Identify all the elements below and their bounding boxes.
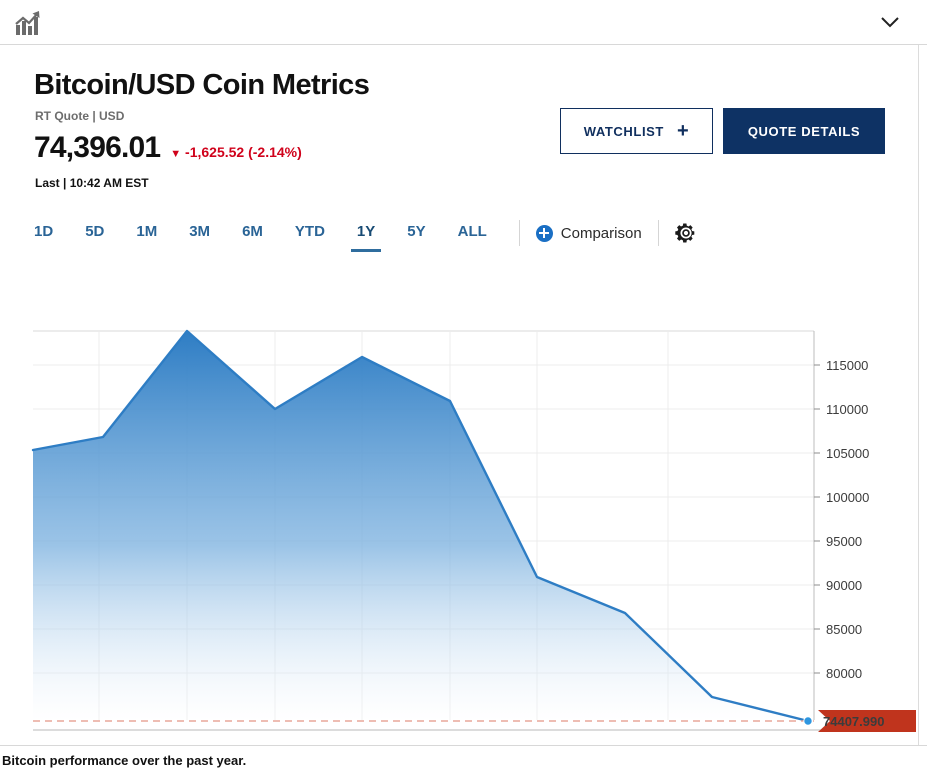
y-tick-label-85000: 85000	[826, 622, 862, 637]
watchlist-button-label: WATCHLIST	[583, 123, 664, 139]
chart-y-ticks	[814, 364, 820, 674]
chart-line	[31, 329, 810, 723]
range-tab-all[interactable]: ALL	[457, 222, 487, 240]
watchlist-button[interactable]: WATCHLIST +	[560, 108, 713, 154]
quote-details-button[interactable]: QUOTE DETAILS	[723, 108, 885, 154]
bar-chart-up-icon	[12, 7, 44, 39]
comparison-button[interactable]: Comparison	[535, 224, 642, 242]
plus-circle-icon	[535, 224, 553, 242]
range-tab-1m[interactable]: 1M	[136, 222, 158, 240]
quote-card: Bitcoin/USD Coin Metrics RT Quote | USD …	[0, 45, 919, 745]
chevron-down-icon[interactable]	[875, 11, 905, 33]
quote-details-button-label: QUOTE DETAILS	[747, 123, 861, 139]
top-bar	[0, 0, 927, 45]
down-arrow-icon: ▼	[170, 148, 182, 160]
price-chart[interactable]: 74407.990 115000 110000 105000 100000 95…	[0, 285, 919, 740]
range-tab-ytd[interactable]: YTD	[294, 222, 325, 240]
current-price-flag: 74407.990	[818, 710, 916, 732]
y-tick-label-80000: 80000	[826, 666, 862, 681]
range-tab-6m[interactable]: 6M	[242, 222, 263, 240]
chart-caption: Bitcoin performance over the past year.	[2, 753, 247, 768]
y-tick-label-95000: 95000	[826, 534, 862, 549]
comparison-label: Comparison	[560, 224, 642, 242]
chart-area-fill	[33, 331, 808, 721]
quote-subtitle: RT Quote | USD	[35, 109, 125, 123]
range-tab-3m[interactable]: 3M	[189, 222, 211, 240]
divider	[518, 220, 520, 246]
y-tick-label-90000: 90000	[826, 578, 862, 593]
range-tab-1d[interactable]: 1D	[34, 222, 54, 240]
current-price-flag-label: 74407.990	[823, 714, 884, 729]
last-trade-time: Last | 10:42 AM EST	[35, 176, 149, 190]
plus-icon: +	[676, 120, 690, 142]
last-price: 74,396.01	[34, 131, 161, 164]
range-tab-5y[interactable]: 5Y	[407, 222, 426, 240]
price-change-value: -1,625.52 (-2.14%)	[185, 144, 302, 160]
y-tick-label-100000: 100000	[826, 490, 869, 505]
price-change: ▼ -1,625.52 (-2.14%)	[170, 144, 302, 160]
divider	[657, 220, 659, 246]
price-row: 74,396.01 ▼ -1,625.52 (-2.14%)	[34, 131, 302, 165]
range-tab-5d[interactable]: 5D	[85, 222, 105, 240]
range-tab-1y[interactable]: 1Y	[350, 215, 382, 252]
footer-divider	[0, 745, 927, 746]
y-tick-label-110000: 110000	[826, 402, 868, 417]
range-tabs: 1D 5D 1M 3M 6M YTD 1Y 5Y ALL Comparison	[34, 213, 894, 253]
page-title: Bitcoin/USD Coin Metrics	[34, 69, 370, 101]
y-tick-label-105000: 105000	[826, 446, 869, 461]
chart-last-point	[803, 716, 813, 726]
gear-icon[interactable]	[674, 222, 697, 244]
y-tick-label-115000: 115000	[826, 358, 868, 373]
